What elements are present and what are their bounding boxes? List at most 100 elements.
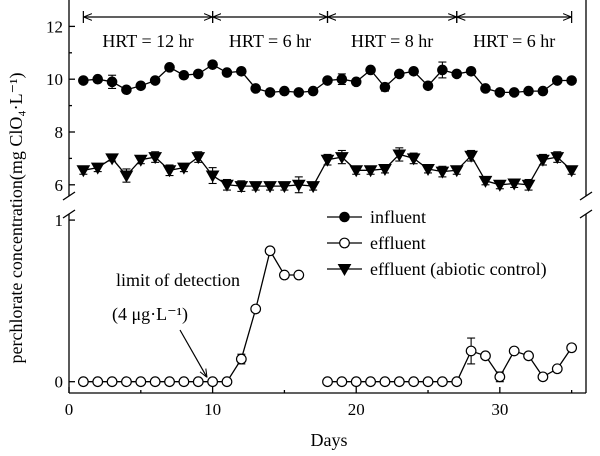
data-point [293, 269, 305, 281]
data-point [551, 363, 563, 375]
x-tick-label: 20 [348, 400, 365, 419]
data-point [178, 376, 190, 388]
data-point [394, 68, 405, 80]
data-point [363, 165, 378, 178]
data-point [263, 181, 277, 194]
data-point [207, 59, 218, 70]
y-tick-label-upper: 8 [55, 123, 64, 142]
legend-marker [339, 211, 350, 223]
data-point [248, 181, 263, 194]
data-point [76, 165, 91, 178]
data-point [406, 153, 421, 166]
data-point [494, 371, 506, 383]
data-point [523, 350, 534, 362]
data-point [436, 376, 448, 388]
data-point [192, 68, 204, 80]
data-point [494, 87, 506, 98]
data-point [480, 350, 491, 362]
data-point [566, 75, 577, 86]
data-point [162, 165, 177, 178]
data-point [322, 75, 333, 86]
data-point [220, 179, 234, 192]
data-point [451, 376, 463, 388]
data-point [221, 67, 233, 78]
data-markers [76, 59, 579, 388]
data-point [250, 83, 261, 94]
data-point [234, 181, 249, 194]
data-point [191, 152, 206, 165]
data-point [164, 376, 175, 388]
data-point [164, 62, 175, 73]
data-point [279, 85, 290, 97]
data-point [307, 85, 319, 97]
axis-break-left-top [62, 191, 76, 201]
data-point [393, 376, 405, 388]
data-point [149, 376, 161, 388]
data-point [435, 166, 450, 179]
y-tick-label-upper: 12 [46, 17, 63, 36]
data-point [537, 371, 549, 383]
data-point [149, 75, 161, 86]
data-point [437, 64, 448, 76]
data-point [92, 376, 104, 388]
data-point [408, 376, 420, 388]
data-point [78, 75, 89, 86]
data-point [133, 154, 148, 167]
y-tick-label-upper: 6 [55, 176, 64, 195]
data-point [551, 75, 563, 86]
data-point [508, 87, 520, 98]
data-point [365, 64, 376, 76]
data-point [92, 73, 104, 85]
data-point [536, 154, 550, 167]
axis-break-right-top [579, 191, 593, 201]
annotation: limit of detection (4 μg·L⁻¹) [112, 270, 240, 377]
data-point [279, 269, 290, 281]
data-point [550, 152, 565, 165]
data-point [492, 179, 507, 192]
data-point [77, 376, 89, 388]
data-point [365, 376, 376, 388]
annotation-text: limit of detection [116, 270, 240, 290]
x-axis-label: Days [311, 430, 348, 450]
data-point [422, 376, 434, 388]
data-point [465, 65, 477, 77]
series-line [83, 249, 299, 383]
legend-marker [339, 237, 350, 249]
legend-label: effluent (abiotic control) [370, 259, 547, 280]
data-point [336, 376, 348, 388]
data-point [322, 376, 333, 388]
data-point [205, 170, 220, 183]
data-point [350, 76, 362, 88]
data-point [135, 80, 147, 92]
data-point [564, 165, 579, 178]
data-point [408, 65, 419, 77]
data-point [235, 353, 247, 365]
legend: influent effluent effluent (abiotic contro… [327, 207, 547, 280]
data-point [221, 376, 233, 388]
data-point [350, 376, 362, 388]
x-tick-label: 30 [491, 400, 508, 419]
hrt-period-arrows: HRT = 12 hr HRT = 6 hr HRT = 8 hr HRT = 6 h… [82, 11, 573, 51]
data-point [523, 85, 534, 97]
data-point [478, 175, 493, 188]
data-point [236, 65, 247, 77]
data-point [421, 163, 435, 176]
data-point [277, 181, 292, 194]
legend-label: influent [370, 207, 426, 227]
data-point [250, 303, 262, 315]
data-point [508, 345, 520, 357]
legend-marker [337, 264, 352, 277]
y-axis-label: perchlorate concentration(mg ClO₄·L⁻¹) [6, 72, 27, 363]
data-point [566, 342, 578, 354]
legend-label: effluent [370, 233, 426, 253]
data-point [349, 165, 364, 178]
data-point [148, 152, 163, 165]
data-point [178, 69, 190, 81]
data-point [106, 76, 118, 88]
data-point [135, 376, 147, 388]
data-point [451, 68, 463, 80]
data-point [90, 162, 105, 175]
data-point [379, 81, 391, 93]
data-point [192, 376, 204, 388]
